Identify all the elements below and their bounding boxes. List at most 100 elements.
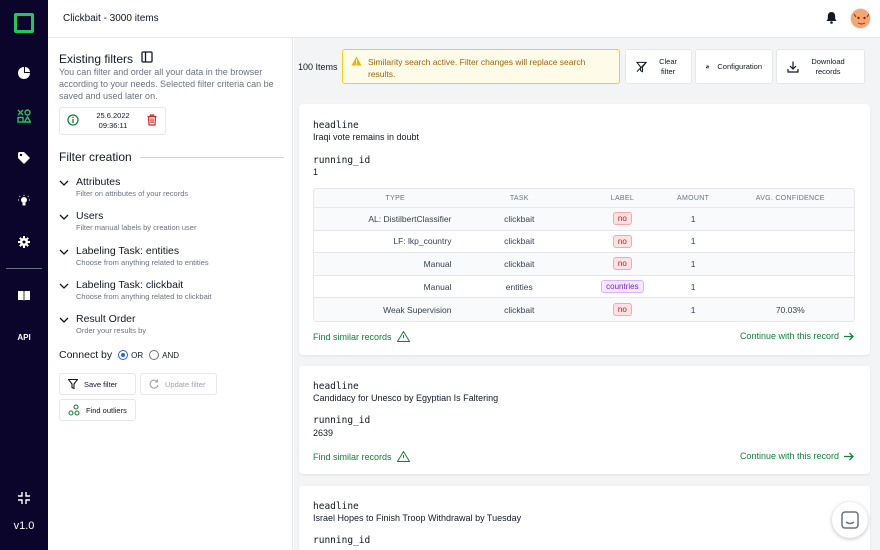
cell-task: clickbait xyxy=(504,304,535,315)
overview-icon[interactable] xyxy=(0,67,48,79)
find-similar-label: Find similar records xyxy=(313,451,392,462)
items-count: 100 Items xyxy=(298,62,338,72)
table-row: AL: DistilbertClassifier clickbait no 1 xyxy=(314,208,854,231)
record-card: headline Candidacy for Unesco by Egyptia… xyxy=(299,366,870,474)
filter-section-subtitle: Choose from anything related to entities xyxy=(76,258,209,267)
filter-section-title: Labeling Task: clickbait xyxy=(76,279,184,291)
warning-text: Similarity search active. Filter changes… xyxy=(368,57,586,79)
outliers-icon xyxy=(68,404,80,416)
headline-value: Candidacy for Unesco by Egyptian Is Falt… xyxy=(313,393,499,403)
similarity-warning: Similarity search active. Filter changes… xyxy=(342,49,620,84)
refresh-icon xyxy=(149,379,159,389)
and-radio[interactable] xyxy=(149,350,160,360)
col-type: TYPE xyxy=(385,194,406,202)
cell-task: clickbait xyxy=(504,213,535,224)
sliders-icon xyxy=(706,64,710,69)
labels-table: TYPE TASK LABEL AMOUNT AVG. CONFIDENCE A… xyxy=(313,188,855,322)
clear-filter-label: Clear filter xyxy=(659,56,678,76)
table-row: LF: lkp_country clickbait no 1 xyxy=(314,231,854,254)
label-badge: no xyxy=(612,212,632,226)
headline-key: headline xyxy=(313,120,359,131)
cell-type: LF: lkp_country xyxy=(393,236,452,247)
connect-by: Connect by OR AND xyxy=(59,349,179,361)
filter-icon xyxy=(68,379,78,389)
update-filter-label: Update filter xyxy=(165,379,206,389)
label-badge: no xyxy=(612,257,632,271)
cell-confidence: 70.03% xyxy=(775,304,805,315)
trash-icon[interactable] xyxy=(147,113,157,129)
bell-icon[interactable] xyxy=(826,12,837,27)
filter-section-title: Labeling Task: entities xyxy=(76,245,180,257)
api-link[interactable]: API xyxy=(17,333,31,342)
clear-filter-icon xyxy=(636,61,648,72)
clear-filter-button[interactable]: Clear filter xyxy=(625,49,692,84)
existing-filters-description: You can filter and order all your data i… xyxy=(59,67,274,101)
or-label: OR xyxy=(131,350,144,360)
similar-icon xyxy=(396,451,410,462)
filter-creation-title: Filter creation xyxy=(59,150,132,164)
label-badge: countries xyxy=(601,280,644,294)
saved-filter-date: 25.6.2022 xyxy=(96,111,130,120)
cell-amount: 1 xyxy=(690,236,696,247)
chevron-down-icon xyxy=(59,214,69,220)
book-icon[interactable] xyxy=(0,291,48,301)
chevron-down-icon xyxy=(59,249,69,255)
headline-key: headline xyxy=(313,501,359,512)
save-filter-button[interactable]: Save filter xyxy=(59,373,136,395)
find-similar-link[interactable]: Find similar records xyxy=(313,451,410,462)
filter-section-title: Attributes xyxy=(76,176,121,188)
continue-label: Continue with this record xyxy=(739,451,839,461)
headline-value: Israel Hopes to Finish Troop Withdrawal … xyxy=(313,513,522,523)
update-filter-button[interactable]: Update filter xyxy=(140,373,217,395)
filter-section-subtitle: Filter on attributes of your records xyxy=(76,189,189,198)
find-similar-link[interactable]: Find similar records xyxy=(313,331,410,342)
running-id-key: running_id xyxy=(313,415,371,426)
tag-icon[interactable] xyxy=(0,152,48,164)
or-radio[interactable] xyxy=(118,350,129,360)
filter-panel: Existing filters You can filter and orde… xyxy=(48,38,293,550)
chat-icon xyxy=(841,511,859,529)
avatar[interactable] xyxy=(850,8,871,29)
table-header: TYPE TASK LABEL AMOUNT AVG. CONFIDENCE xyxy=(314,189,854,208)
continue-label: Continue with this record xyxy=(739,331,839,341)
rail-divider xyxy=(6,268,42,269)
continue-link[interactable]: Continue with this record xyxy=(740,331,854,341)
cell-type: Manual xyxy=(423,281,452,292)
info-icon[interactable] xyxy=(67,113,79,129)
chat-button[interactable] xyxy=(832,502,868,538)
continue-link[interactable]: Continue with this record xyxy=(740,451,854,461)
cell-amount: 1 xyxy=(690,304,696,315)
table-row: Manual entities countries 1 xyxy=(314,276,854,299)
existing-filters-title: Existing filters xyxy=(59,51,134,66)
col-confidence: AVG. CONFIDENCE xyxy=(755,194,825,202)
warning-icon xyxy=(351,56,362,66)
col-label: LABEL xyxy=(610,194,635,202)
filter-section-title: Users xyxy=(76,210,104,222)
col-task: TASK xyxy=(509,194,529,202)
sidebar-toggle-icon[interactable] xyxy=(141,51,153,66)
find-outliers-label: Find outliers xyxy=(86,405,127,415)
find-outliers-button[interactable]: Find outliers xyxy=(59,399,136,421)
download-records-button[interactable]: Download records xyxy=(776,49,865,84)
chevron-down-icon xyxy=(59,283,69,289)
running-id-key: running_id xyxy=(313,155,371,166)
col-amount: AMOUNT xyxy=(677,194,710,202)
gear-icon[interactable] xyxy=(0,236,48,248)
running-id-value: 2639 xyxy=(313,428,334,438)
lightbulb-icon[interactable] xyxy=(0,195,48,207)
cell-task: entities xyxy=(505,281,533,292)
app-sidebar: API v1.0 xyxy=(0,0,48,550)
filter-section-subtitle: Filter manual labels by creation user xyxy=(76,223,197,232)
labeling-icon[interactable] xyxy=(0,109,48,123)
cell-type: Weak Supervision xyxy=(383,304,452,315)
headline-key: headline xyxy=(313,381,359,392)
table-row: Weak Supervision clickbait no 1 70.03% xyxy=(314,298,854,321)
configuration-button[interactable]: Configuration xyxy=(695,49,773,84)
logo-icon[interactable] xyxy=(14,13,34,33)
save-filter-label: Save filter xyxy=(84,379,118,389)
collapse-icon[interactable] xyxy=(0,492,48,504)
table-row: Manual clickbait no 1 xyxy=(314,253,854,276)
arrow-right-icon xyxy=(844,332,854,340)
saved-filter[interactable]: 25.6.2022 09:36:11 xyxy=(59,107,166,135)
table-body: AL: DistilbertClassifier clickbait no 1 … xyxy=(314,208,854,321)
